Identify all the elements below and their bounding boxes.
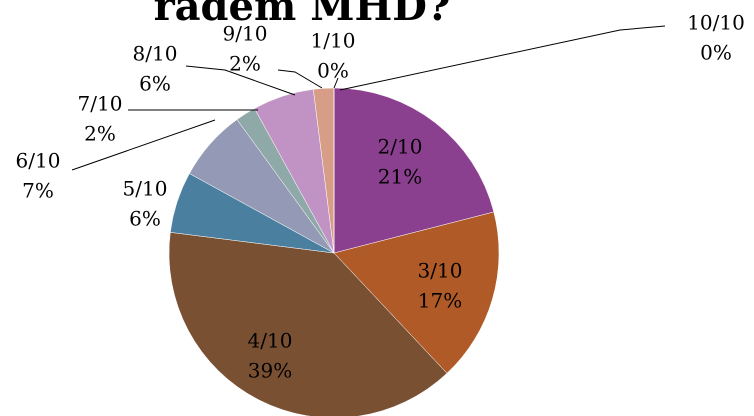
slice-value-label: 0%	[700, 41, 732, 65]
slice-value-label: 7%	[22, 179, 54, 203]
slice-category-label: 3/10	[418, 259, 463, 283]
slice-value-label: 17%	[418, 289, 462, 313]
chart-title: radem MHD?	[154, 0, 451, 30]
slice-category-label: 5/10	[123, 177, 168, 201]
slice-category-label: 8/10	[133, 42, 178, 66]
pie-slice	[333, 211, 500, 374]
slice-value-label: 0%	[317, 59, 349, 83]
leader-line	[277, 69, 323, 89]
slice-category-label: 6/10	[16, 149, 61, 173]
slice-value-label: 2%	[84, 122, 116, 146]
slice-value-label: 6%	[139, 72, 171, 96]
slice-value-label: 6%	[129, 207, 161, 231]
slice-category-label: 7/10	[78, 92, 123, 116]
slice-value-label: 39%	[248, 359, 292, 383]
leader-line	[339, 25, 666, 91]
slice-category-label: 9/10	[223, 22, 268, 46]
leader-line	[185, 65, 296, 96]
pie-slice	[333, 87, 495, 254]
slice-category-label: 2/10	[378, 135, 423, 159]
slice-value-label: 21%	[378, 165, 422, 189]
slice-category-label: 10/10	[687, 11, 745, 35]
slice-value-label: 2%	[229, 52, 261, 76]
leader-line	[71, 119, 216, 171]
pie-slice	[168, 232, 448, 416]
slice-category-label: 1/10	[311, 29, 356, 53]
leader-line	[333, 77, 339, 89]
slice-category-label: 4/10	[248, 329, 293, 353]
